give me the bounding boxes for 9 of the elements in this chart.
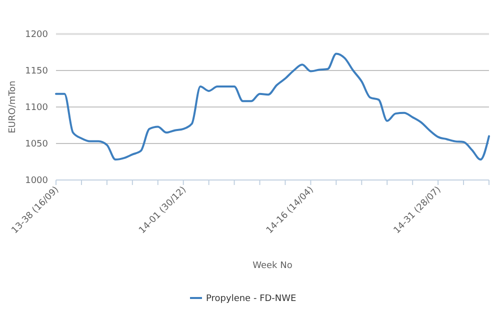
line-series bbox=[55, 52, 490, 161]
y-axis-title: EURO/mTon bbox=[8, 80, 18, 134]
y-tick-label: 1050 bbox=[25, 140, 48, 150]
x-axis-title: Week No bbox=[252, 261, 293, 271]
y-tick-label: 1200 bbox=[25, 30, 48, 40]
y-tick-label: 1100 bbox=[25, 103, 48, 114]
legend-label: Propylene - FD-NWE bbox=[206, 294, 297, 304]
y-tick-label: 1000 bbox=[25, 176, 48, 186]
y-tick-label: 1150 bbox=[25, 66, 48, 77]
